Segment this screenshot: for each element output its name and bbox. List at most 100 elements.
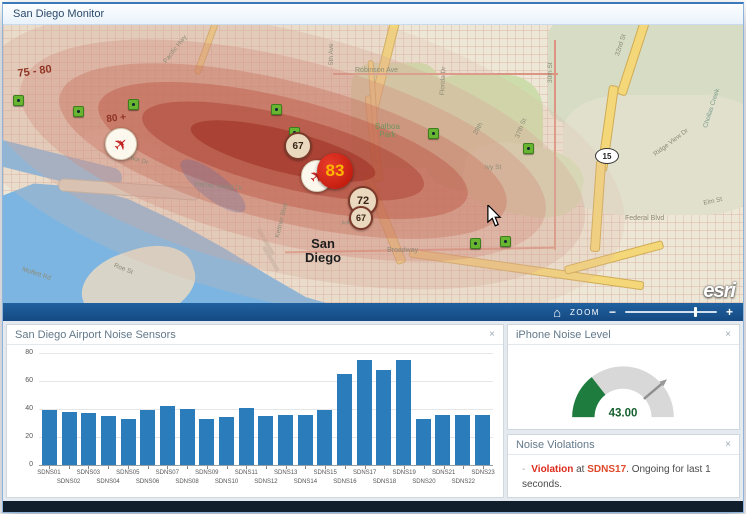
map-text-label: 37th St — [514, 117, 529, 140]
bar-SDNS12[interactable] — [258, 416, 274, 465]
x-axis-label-SDNS03: SDNS03 — [76, 470, 100, 476]
gauge-title: iPhone Noise Level — [515, 328, 611, 341]
gauge-hub — [595, 389, 652, 426]
airplane-marker[interactable]: ✈ — [105, 128, 137, 160]
noise-sensor-marker[interactable] — [73, 106, 84, 117]
violations-title: Noise Violations — [515, 438, 595, 451]
zoom-in-button[interactable]: + — [725, 305, 733, 319]
x-axis-tick — [305, 466, 307, 469]
noise-sensor-marker[interactable] — [428, 128, 439, 139]
map-text-label: Roe St — [112, 262, 134, 277]
x-axis-label-SDNS07: SDNS07 — [155, 470, 179, 476]
x-axis-label-SDNS10: SDNS10 — [214, 479, 239, 485]
x-axis-tick — [246, 466, 248, 469]
bar-SDNS16[interactable] — [337, 374, 353, 465]
bar-SDNS19[interactable] — [396, 360, 412, 465]
right-column: iPhone Noise Level × 43.00 — [506, 324, 740, 498]
bar-SDNS23[interactable] — [474, 414, 490, 465]
noise-sensor-marker[interactable] — [128, 99, 139, 110]
bar-SDNS03[interactable] — [81, 413, 97, 465]
bar-SDNS09[interactable] — [199, 418, 215, 465]
violations-panel-header: Noise Violations × — [507, 435, 739, 455]
bar-SDNS01[interactable] — [42, 410, 57, 465]
noise-value-badge[interactable]: 67 — [349, 206, 373, 230]
noise-sensor-marker[interactable] — [470, 238, 481, 249]
x-axis-tick — [463, 466, 465, 469]
bar-SDNS18[interactable] — [376, 369, 392, 465]
x-axis-tick — [344, 466, 346, 469]
x-axis-label-SDNS20: SDNS20 — [412, 479, 436, 485]
zoom-out-button[interactable]: − — [608, 305, 616, 319]
violation-sensor-id[interactable]: SDNS17 — [587, 464, 627, 475]
violation-alert-badge[interactable]: 83 — [317, 153, 353, 189]
violation-bullet: - — [521, 464, 526, 475]
home-icon[interactable]: ⌂ — [553, 304, 561, 320]
bar-SDNS13[interactable] — [278, 414, 294, 465]
x-axis-label-SDNS15: SDNS15 — [313, 470, 337, 476]
x-axis-label-SDNS05: SDNS05 — [116, 470, 140, 476]
x-axis-tick — [265, 466, 267, 469]
bar-SDNS08[interactable] — [179, 409, 195, 465]
x-axis-tick — [423, 466, 425, 469]
x-axis-label-SDNS16: SDNS16 — [333, 479, 357, 485]
close-icon[interactable]: × — [725, 439, 731, 450]
close-icon[interactable]: × — [489, 329, 495, 340]
bar-SDNS20[interactable] — [415, 418, 431, 465]
x-axis-tick — [226, 466, 228, 469]
map-zoom-bar: ⌂ ZOOM − + — [3, 303, 743, 321]
x-axis-tick — [167, 466, 169, 469]
noise-sensor-marker[interactable] — [13, 95, 24, 106]
map-text-label: Broadway — [387, 247, 419, 254]
zoom-slider-handle[interactable] — [693, 307, 697, 317]
zoom-slider[interactable] — [624, 307, 717, 317]
bar-SDNS14[interactable] — [297, 414, 313, 465]
bar-SDNS21[interactable] — [435, 414, 451, 465]
bar-SDNS04[interactable] — [101, 416, 117, 465]
noise-value-badge[interactable]: 67 — [284, 132, 312, 160]
x-axis-tick — [325, 466, 327, 469]
map-text-label: Elm St — [702, 196, 723, 207]
x-axis-tick — [483, 466, 485, 469]
close-icon[interactable]: × — [725, 329, 731, 340]
gauge-value: 43.00 — [609, 408, 638, 420]
x-axis-label-SDNS17: SDNS17 — [352, 470, 377, 476]
map-text-label: San Diego — [305, 236, 342, 265]
noise-sensor-marker[interactable] — [500, 236, 511, 247]
y-axis-tick-label: 60 — [25, 377, 33, 384]
bar-SDNS06[interactable] — [140, 410, 156, 465]
violation-detail: . Ongoing for last 1 seconds. — [521, 464, 711, 490]
bar-SDNS22[interactable] — [455, 414, 471, 465]
x-axis-tick — [404, 466, 406, 469]
map-canvas[interactable]: 75 - 80 80 + Pacific Hwy Robinson Ave 5th Av… — [3, 25, 743, 303]
x-axis-label-SDNS01: SDNS01 — [37, 470, 61, 476]
map-text-label: 32nd St — [614, 33, 628, 57]
map-text-label: 5th Ave — [328, 43, 335, 65]
map-text-label: Ridge View Dr — [652, 127, 690, 158]
x-axis-label-SDNS18: SDNS18 — [372, 479, 397, 485]
bar-SDNS10[interactable] — [219, 417, 235, 465]
gauge-needle-tip — [659, 379, 668, 387]
bar-SDNS17[interactable] — [356, 360, 372, 465]
bar-SDNS05[interactable] — [120, 418, 136, 465]
bar-SDNS11[interactable] — [238, 407, 254, 465]
chart-title: San Diego Airport Noise Sensors — [15, 328, 176, 341]
bar-SDNS02[interactable] — [61, 411, 77, 465]
x-axis-label-SDNS06: SDNS06 — [135, 479, 160, 485]
x-axis-tick — [147, 466, 149, 469]
x-axis-label-SDNS11: SDNS11 — [234, 470, 258, 476]
x-axis-label-SDNS21: SDNS21 — [431, 470, 456, 476]
x-axis-label-SDNS23: SDNS23 — [471, 470, 495, 476]
bar-chart: 80 60 40 20 0 SDNS01 SDNS02 SDNS03 SDNS04 SDNS05… — [13, 349, 497, 497]
noise-sensor-marker[interactable] — [523, 143, 534, 154]
bar-SDNS07[interactable] — [160, 406, 176, 465]
street-30th — [554, 40, 556, 250]
map-text-label: Chollas Creek — [702, 87, 722, 129]
dashboard-panels: San Diego Airport Noise Sensors × 80 60 40… — [3, 321, 743, 501]
noise-violations-panel: Noise Violations × - Violation at SDNS17.… — [506, 434, 740, 498]
map-text-label: Harbor Island Dr — [194, 181, 243, 193]
gauge-svg: 43.00 — [572, 366, 675, 426]
x-axis-label-SDNS13: SDNS13 — [274, 470, 298, 476]
noise-sensor-marker[interactable] — [271, 104, 282, 115]
bar-SDNS15[interactable] — [317, 410, 333, 465]
